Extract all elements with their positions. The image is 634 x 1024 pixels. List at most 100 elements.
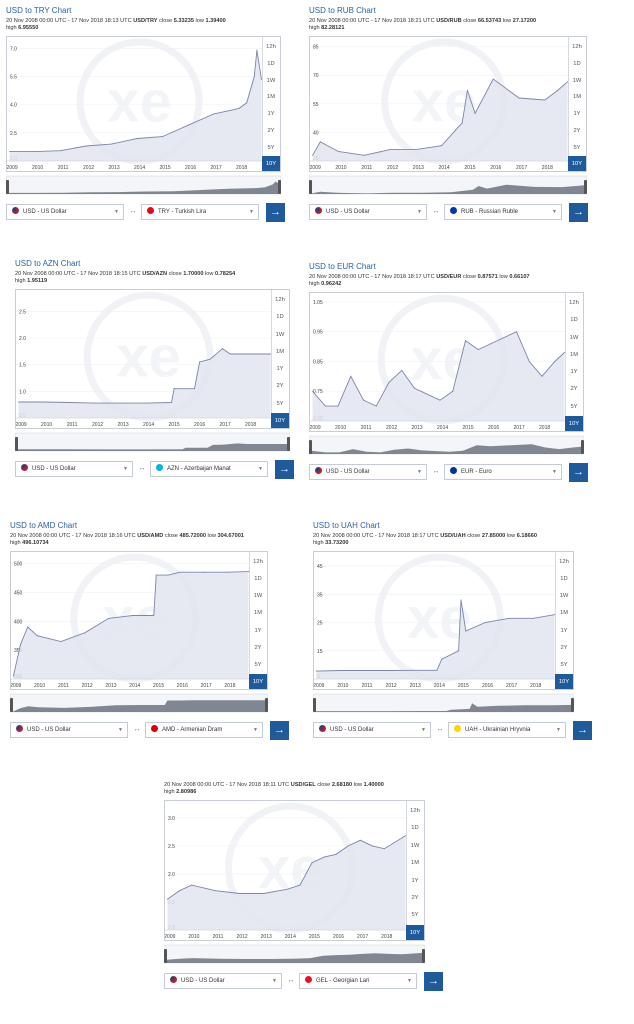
to-currency-select[interactable]: AMD - Armenian Dram ▼ (145, 722, 263, 738)
range-button-1w[interactable]: 1W (572, 77, 582, 84)
navigator-handle-left[interactable] (164, 949, 167, 963)
range-button-12h[interactable]: 12h (266, 44, 276, 50)
range-button-1y[interactable]: 1Y (570, 369, 578, 375)
range-button-10y[interactable]: 10Y (262, 156, 280, 171)
from-currency-select[interactable]: USD - US Dollar ▼ (313, 722, 431, 738)
from-currency-select[interactable]: USD - US Dollar ▼ (309, 204, 427, 220)
chart-area[interactable]: xe1.050.950.850.750.65200920102011201220… (309, 292, 584, 432)
range-button-2y[interactable]: 2Y (276, 383, 284, 390)
range-button-1w[interactable]: 1W (410, 842, 420, 849)
navigator-handle-right[interactable] (581, 440, 584, 454)
range-button-1d[interactable]: 1D (411, 825, 419, 832)
range-button-2y[interactable]: 2Y (267, 127, 275, 134)
navigator-handle-right[interactable] (278, 180, 281, 194)
chart-area[interactable]: xe45352515520092010201120122013201420152… (313, 551, 574, 690)
navigator-handle-right[interactable] (584, 180, 587, 194)
range-button-10y[interactable]: 10Y (406, 924, 424, 940)
range-button-1m[interactable]: 1M (275, 348, 285, 355)
range-button-12h[interactable]: 12h (569, 300, 579, 306)
range-button-1m[interactable]: 1M (572, 94, 582, 101)
navigator-handle-right[interactable] (287, 437, 290, 451)
range-button-1y[interactable]: 1Y (276, 366, 284, 372)
range-button-2y[interactable]: 2Y (254, 644, 262, 651)
range-button-5y[interactable]: 5Y (254, 661, 262, 668)
range-button-10y[interactable]: 10Y (568, 156, 586, 171)
range-button-1y[interactable]: 1Y (254, 627, 262, 634)
range-button-12h[interactable]: 12h (572, 44, 582, 50)
to-currency-select[interactable]: GEL - Georgian Lari ▼ (299, 973, 417, 989)
range-button-1w[interactable]: 1W (275, 331, 285, 338)
range-button-1d[interactable]: 1D (267, 60, 275, 67)
range-button-1w[interactable]: 1W (559, 593, 569, 600)
navigator-handle-right[interactable] (422, 949, 425, 963)
to-currency-select[interactable]: EUR - Euro ▼ (444, 464, 562, 480)
swap-arrows-icon[interactable]: ↔ (129, 208, 137, 215)
range-button-2y[interactable]: 2Y (411, 894, 419, 901)
to-currency-select[interactable]: RUB - Russian Ruble ▼ (444, 204, 562, 220)
from-currency-select[interactable]: USD - US Dollar ▼ (309, 464, 427, 480)
swap-arrows-icon[interactable]: ↔ (287, 977, 295, 984)
range-button-1m[interactable]: 1M (559, 610, 569, 617)
range-button-12h[interactable]: 12h (253, 559, 263, 565)
navigator-handle-left[interactable] (309, 180, 312, 194)
range-navigator[interactable] (309, 434, 584, 456)
range-button-5y[interactable]: 5Y (573, 144, 581, 151)
range-button-1w[interactable]: 1W (253, 593, 263, 600)
range-button-1y[interactable]: 1Y (267, 111, 275, 117)
range-button-12h[interactable]: 12h (410, 808, 420, 814)
range-button-5y[interactable]: 5Y (267, 144, 275, 151)
navigator-handle-left[interactable] (15, 437, 18, 451)
range-button-2y[interactable]: 2Y (573, 127, 581, 134)
from-currency-select[interactable]: USD - US Dollar ▼ (10, 722, 128, 738)
arrow-right-icon[interactable]: → (266, 203, 285, 222)
arrow-right-icon[interactable]: → (573, 721, 592, 740)
range-button-10y[interactable]: 10Y (565, 415, 583, 431)
navigator-handle-left[interactable] (313, 698, 316, 712)
range-button-1m[interactable]: 1M (266, 94, 276, 101)
arrow-right-icon[interactable]: → (424, 972, 443, 991)
range-button-5y[interactable]: 5Y (560, 661, 568, 668)
range-button-1y[interactable]: 1Y (411, 877, 419, 884)
range-button-2y[interactable]: 2Y (570, 386, 578, 393)
arrow-right-icon[interactable]: → (569, 203, 588, 222)
range-button-5y[interactable]: 5Y (411, 912, 419, 919)
range-button-1d[interactable]: 1D (276, 314, 284, 321)
swap-arrows-icon[interactable]: ↔ (133, 726, 141, 733)
range-button-1d[interactable]: 1D (570, 317, 578, 324)
range-button-1w[interactable]: 1W (569, 334, 579, 341)
range-button-1d[interactable]: 1D (254, 576, 262, 583)
range-navigator[interactable] (309, 174, 587, 196)
swap-arrows-icon[interactable]: ↔ (138, 465, 146, 472)
range-button-1m[interactable]: 1M (410, 860, 420, 867)
range-button-1m[interactable]: 1M (569, 351, 579, 358)
range-button-5y[interactable]: 5Y (570, 403, 578, 410)
range-button-10y[interactable]: 10Y (249, 673, 267, 689)
chart-area[interactable]: xe50045040035030020092010201120122013201… (10, 551, 268, 690)
navigator-handle-right[interactable] (265, 698, 268, 712)
range-button-1y[interactable]: 1Y (560, 627, 568, 634)
to-currency-select[interactable]: AZN - Azerbaijan Manat ▼ (150, 461, 268, 477)
range-button-5y[interactable]: 5Y (276, 400, 284, 407)
range-navigator[interactable] (313, 692, 574, 714)
range-navigator[interactable] (164, 943, 425, 965)
navigator-handle-left[interactable] (10, 698, 13, 712)
chart-area[interactable]: xe7.05.54.02.51.020092010201120122013201… (6, 36, 281, 172)
to-currency-select[interactable]: TRY - Turkish Lira ▼ (141, 204, 259, 220)
range-button-10y[interactable]: 10Y (271, 412, 289, 428)
from-currency-select[interactable]: USD - US Dollar ▼ (15, 461, 133, 477)
range-navigator[interactable] (10, 692, 268, 714)
range-button-12h[interactable]: 12h (275, 297, 285, 303)
navigator-handle-right[interactable] (571, 698, 574, 712)
swap-arrows-icon[interactable]: ↔ (432, 208, 440, 215)
chart-area[interactable]: xe2.52.01.51.00.520092010201120122013201… (15, 289, 290, 429)
navigator-handle-left[interactable] (309, 440, 312, 454)
range-button-1m[interactable]: 1M (253, 610, 263, 617)
range-button-1d[interactable]: 1D (573, 60, 581, 67)
range-button-2y[interactable]: 2Y (560, 644, 568, 651)
range-navigator[interactable] (6, 174, 281, 196)
navigator-handle-left[interactable] (6, 180, 9, 194)
range-button-1d[interactable]: 1D (560, 576, 568, 583)
range-button-12h[interactable]: 12h (559, 559, 569, 565)
range-button-1w[interactable]: 1W (266, 77, 276, 84)
from-currency-select[interactable]: USD - US Dollar ▼ (6, 204, 124, 220)
